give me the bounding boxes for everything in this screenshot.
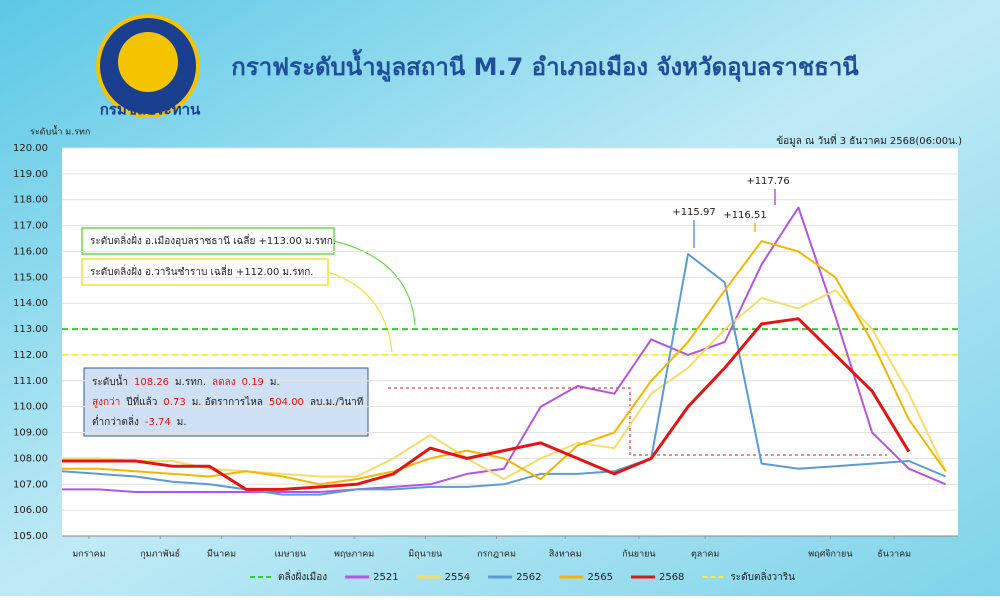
- plot: [61, 147, 958, 539]
- x-tick-label: กุมภาพันธ์: [140, 548, 180, 560]
- x-tick-label: มีนาคม: [207, 549, 236, 560]
- y-tick-label: 115.00: [13, 272, 48, 283]
- info-text: -3.74: [145, 417, 171, 428]
- x-tick-label: เมษายน: [275, 550, 306, 560]
- plot-area: [62, 148, 958, 536]
- y-tick-label: 107.00: [13, 479, 48, 490]
- peak-label: +115.97: [672, 207, 715, 218]
- y-tick-label: 114.00: [13, 298, 48, 309]
- x-tick-label: ธันวาคม: [877, 550, 911, 560]
- y-tick-label: 117.00: [13, 221, 48, 232]
- legend-label: ระดับตลิ่งวาริน: [730, 569, 795, 583]
- chart-title: กราฟระดับน้ำมูลสถานี M.7 อำเภอเมือง จังห…: [231, 48, 859, 83]
- legend-label: 2554: [445, 572, 470, 583]
- series-line: [61, 253, 947, 496]
- agency-name: กรมชลประทาน: [100, 101, 201, 119]
- y-tick-label: 109.00: [13, 428, 48, 439]
- info-text: ม.รทก.: [175, 377, 206, 388]
- y-tick-label: 106.00: [13, 505, 48, 516]
- x-tick-label: พฤษภาคม: [334, 550, 374, 560]
- info-text: ระดับน้ำ: [92, 374, 128, 388]
- y-tick-label: 119.00: [13, 169, 48, 180]
- info-text: 504.00: [269, 397, 304, 408]
- x-tick-label: กันยายน: [622, 550, 655, 560]
- legend-label: 2562: [516, 572, 541, 583]
- info-text: ต่ำกว่าตลิ่ง: [92, 414, 139, 428]
- info-text: ม. อัตราการไหล: [192, 396, 263, 408]
- y-tick-label: 120.00: [13, 143, 48, 154]
- peak-label: +116.51: [723, 210, 766, 221]
- info-box: [83, 367, 369, 437]
- series-line: [62, 289, 947, 481]
- note-text: ระดับตลิ่งฝั่ง อ.เมืองอุบลราชธานี เฉลี่ย…: [90, 233, 336, 247]
- y-tick-label: 113.00: [13, 324, 48, 335]
- y-tick-label: 118.00: [13, 195, 48, 206]
- info-text: ลดลง: [212, 377, 236, 388]
- info-text: 0.19: [242, 377, 264, 388]
- x-tick-label: ตุลาคม: [691, 550, 719, 560]
- peak-label: +117.76: [746, 176, 789, 187]
- note-box: [81, 258, 329, 286]
- legend-label: 2565: [588, 572, 613, 583]
- data-note: ข้อมูล ณ วันที่ 3 ธันวาคม 2568(06:00น.): [776, 133, 962, 147]
- info-line: ต่ำกว่าตลิ่ง -3.74 ม.: [92, 414, 187, 428]
- info-text: 0.73: [163, 397, 185, 408]
- x-tick-label: มกราคม: [72, 550, 105, 560]
- x-tick-label: สิงหาคม: [549, 549, 582, 560]
- series-line: [62, 240, 947, 486]
- y-tick-label: 110.00: [13, 402, 48, 413]
- y-tick-label: 116.00: [13, 246, 48, 257]
- logo-inner: [118, 32, 178, 92]
- note-arrow: [327, 271, 393, 353]
- x-tick-label: พฤศจิกายน: [808, 549, 852, 560]
- info-text: ม.: [177, 417, 187, 428]
- info-line: สูงกว่า ปีที่แล้ว 0.73 ม. อัตราการไหล 504.00…: [92, 394, 363, 408]
- y-axis-label: ระดับน้ำ ม.รทก: [30, 125, 90, 138]
- info-text: ม.: [270, 377, 280, 388]
- guide-line: [388, 387, 887, 456]
- info-text: สูงกว่า: [92, 397, 120, 408]
- legend-label: 2568: [659, 572, 684, 583]
- x-tick-label: มิถุนายน: [408, 549, 442, 560]
- note-text: ระดับตลิ่งฝั่ง อ.วารินชำราบ เฉลี่ย +112.…: [90, 264, 313, 278]
- series-line: [62, 206, 947, 493]
- y-tick-label: 105.00: [13, 531, 48, 542]
- info-text: ลบ.ม./วินาที: [310, 396, 363, 408]
- info-text: 108.26: [134, 377, 169, 388]
- series-line: [62, 317, 911, 491]
- legend-label: 2521: [373, 572, 398, 583]
- note-arrow: [333, 240, 416, 326]
- legend-label: ตลิ่งฝั่งเมือง: [278, 569, 327, 583]
- y-tick-label: 111.00: [13, 376, 48, 387]
- x-tick-label: กรกฎาคม: [477, 550, 516, 560]
- info-line: ระดับน้ำ 108.26 ม.รทก. ลดลง 0.19 ม.: [92, 374, 280, 388]
- note-box: [81, 227, 335, 255]
- y-tick-label: 108.00: [13, 453, 48, 464]
- y-tick-label: 112.00: [13, 350, 48, 361]
- info-text: ปีที่แล้ว: [126, 394, 158, 408]
